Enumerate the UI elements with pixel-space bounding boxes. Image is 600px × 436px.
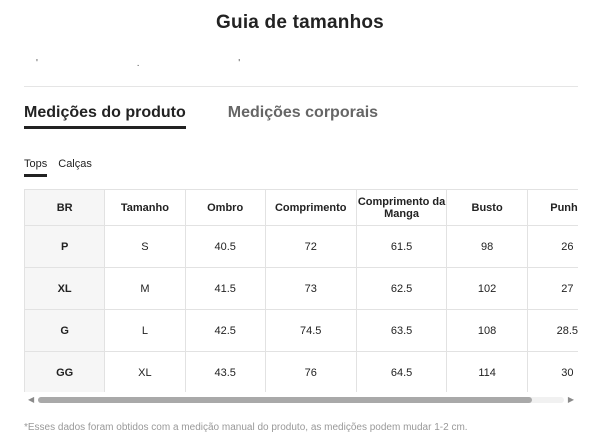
column-header: Ombro	[184, 189, 266, 226]
table-cell: 74.5	[264, 309, 357, 352]
column-header: Busto	[446, 189, 528, 226]
table-cell: 41.5	[184, 267, 266, 310]
table-cell: M	[104, 267, 186, 310]
table-row: XL M 41.5 73 62.5 102 27	[24, 267, 578, 310]
table-cell: 42.5	[184, 309, 266, 352]
table-cell: 28.5	[526, 309, 578, 352]
sub-tabs: Tops Calças	[24, 158, 92, 177]
table-cell: P	[24, 225, 106, 268]
table-cell: 76	[264, 351, 357, 392]
table-row: GG XL 43.5 76 64.5 114 30	[24, 351, 578, 392]
table-cell: 108	[446, 309, 528, 352]
column-header: Tamanho	[104, 189, 186, 226]
table-cell: 40.5	[184, 225, 266, 268]
table-row: P S 40.5 72 61.5 98 26	[24, 225, 578, 268]
table-cell: XL	[104, 351, 186, 392]
table-cell: 62.5	[355, 267, 448, 310]
table-cell: 63.5	[355, 309, 448, 352]
table-cell: 30	[526, 351, 578, 392]
tab-product-measurements[interactable]: Medições do produto	[24, 104, 186, 129]
tab-tops[interactable]: Tops	[24, 158, 48, 177]
column-header: BR	[24, 189, 106, 226]
scrollbar-thumb[interactable]	[38, 397, 533, 403]
tab-pants[interactable]: Calças	[58, 158, 92, 170]
table-cell: 27	[526, 267, 578, 310]
scrollbar-track[interactable]	[38, 397, 564, 403]
table-row: G L 42.5 74.5 63.5 108 28.5	[24, 309, 578, 352]
size-table-container[interactable]: BR Tamanho Ombro Comprimento Comprimento…	[24, 189, 578, 392]
horizontal-scrollbar[interactable]: ◀ ▶	[24, 395, 578, 405]
column-header: Comprimento	[264, 189, 357, 226]
table-cell: 114	[446, 351, 528, 392]
column-header: Comprimento da Manga	[355, 189, 448, 226]
caret-left-icon[interactable]: ◀	[28, 395, 35, 404]
table-cell: 102	[446, 267, 528, 310]
table-cell: 73	[264, 267, 357, 310]
table-cell: GG	[24, 351, 106, 392]
table-cell: XL	[24, 267, 106, 310]
table-cell: 64.5	[355, 351, 448, 392]
main-tabs: Medições do produto Medições corporais	[24, 104, 378, 129]
caret-right-icon[interactable]: ▶	[567, 395, 574, 404]
table-cell: 43.5	[184, 351, 266, 392]
footnote: *Esses dados foram obtidos com a medição…	[24, 422, 468, 433]
size-table: BR Tamanho Ombro Comprimento Comprimento…	[24, 189, 578, 392]
table-cell: 26	[526, 225, 578, 268]
table-cell: 61.5	[355, 225, 448, 268]
truncated-content: ' . '	[36, 58, 289, 69]
column-header: Punho	[526, 189, 578, 226]
table-header-row: BR Tamanho Ombro Comprimento Comprimento…	[24, 189, 578, 226]
hint-strip: ' . '	[24, 50, 578, 87]
table-cell: S	[104, 225, 186, 268]
tab-body-measurements[interactable]: Medições corporais	[227, 104, 379, 121]
table-cell: 98	[446, 225, 528, 268]
table-cell: 72	[264, 225, 357, 268]
page-title: Guia de tamanhos	[216, 12, 384, 33]
table-cell: G	[24, 309, 106, 352]
table-cell: L	[104, 309, 186, 352]
